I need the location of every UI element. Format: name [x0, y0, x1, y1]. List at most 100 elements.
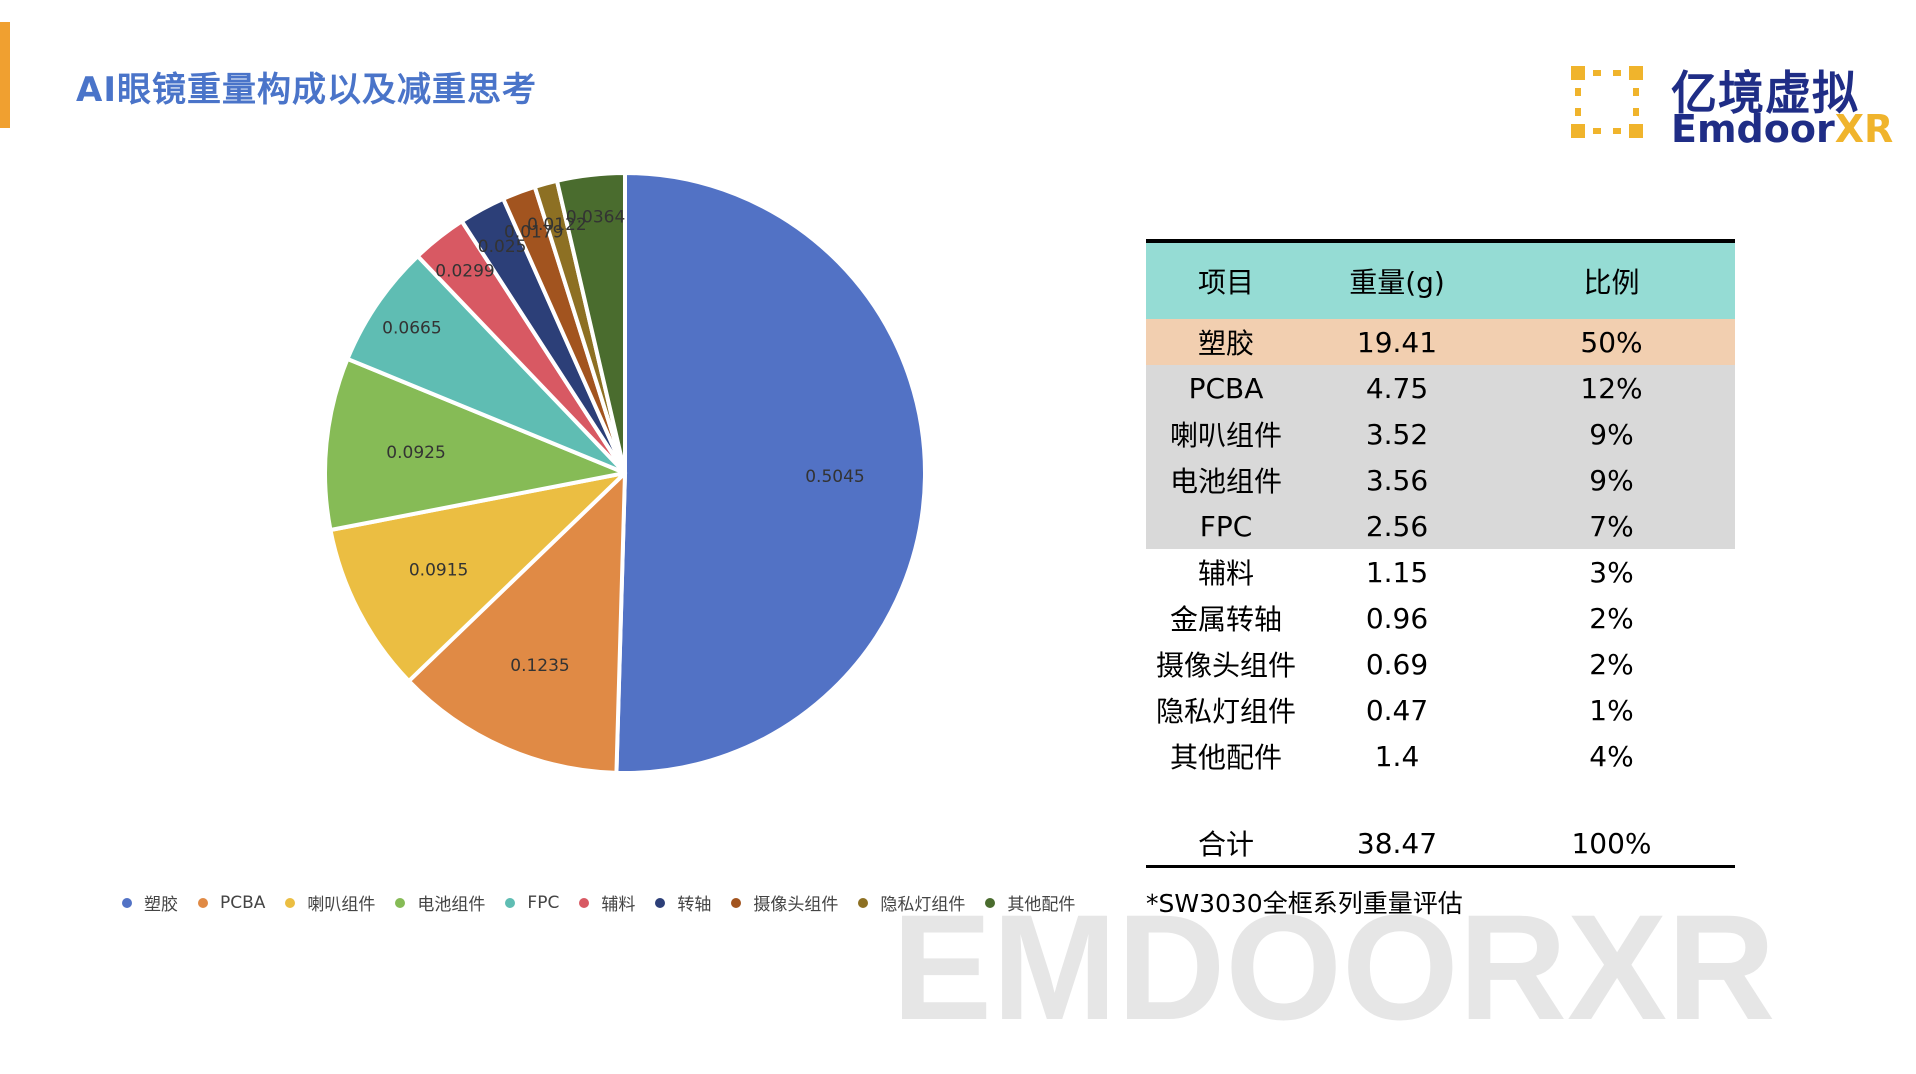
table-row: 喇叭组件 3.52 9% [1146, 411, 1735, 457]
cell-weight: 19.41 [1356, 325, 1438, 359]
cell-weight: 1.15 [1365, 555, 1429, 589]
logo-text-xr: XR [1834, 107, 1894, 151]
logo-text-cn: 亿境虚拟 [1671, 66, 1859, 120]
total-ratio: 100% [1571, 826, 1652, 860]
legend-label: 转轴 [677, 895, 712, 915]
legend-label: PCBA [220, 892, 266, 913]
cell-weight: 3.56 [1365, 463, 1429, 497]
cell-ratio: 12% [1580, 371, 1643, 405]
table-body: 塑胶 19.41 50% PCBA 4.75 12% 喇叭组件 3.52 9% 电池组件 3.56 9… [1146, 319, 1735, 779]
legend-label: 喇叭组件 [307, 895, 376, 915]
legend-item[interactable]: 摄像头组件 [731, 890, 838, 915]
legend-label: 隐私灯组件 [880, 895, 966, 915]
cell-ratio: 9% [1589, 463, 1634, 497]
cell-item: 电池组件 [1169, 465, 1282, 498]
cell-weight: 1.4 [1374, 739, 1420, 773]
footnote: *SW3030全框系列重量评估 [1146, 889, 1463, 918]
table-row: 隐私灯组件 0.47 1% [1146, 687, 1735, 733]
table-row: PCBA 4.75 12% [1146, 365, 1735, 411]
legend-label: 其他配件 [1007, 895, 1076, 915]
legend-label: FPC [527, 892, 560, 913]
pie-slices [323, 171, 927, 775]
page-title: AI眼镜重量构成以及减重思考 [76, 70, 537, 110]
legend-item[interactable]: 喇叭组件 [285, 890, 375, 915]
cell-item: PCBA [1188, 371, 1264, 405]
table-row: FPC 2.56 7% [1146, 503, 1735, 549]
cell-item: FPC [1199, 509, 1253, 543]
pie-data-label: 0.025 [478, 237, 527, 257]
logo-text-emdoor: Emdoor [1671, 107, 1835, 151]
legend-swatch [505, 897, 516, 908]
legend-item[interactable]: 塑胶 [122, 890, 178, 915]
table-row: 辅料 1.15 3% [1146, 549, 1735, 595]
accent-bar [0, 22, 10, 128]
legend-item[interactable]: 隐私灯组件 [858, 890, 965, 915]
cell-ratio: 1% [1589, 693, 1634, 727]
pie-data-label: 0.0299 [435, 262, 494, 282]
watermark: EMDOORXR [892, 883, 1776, 1051]
cell-weight: 4.75 [1365, 371, 1429, 405]
pie-data-label: 0.0179 [504, 223, 563, 243]
pie-data-label: 0.1235 [510, 656, 569, 676]
legend-swatch [395, 897, 406, 908]
header-ratio: 比例 [1583, 266, 1640, 299]
legend-item[interactable]: 转轴 [655, 890, 711, 915]
legend-swatch [122, 897, 132, 908]
cell-weight: 0.69 [1365, 647, 1429, 681]
cell-item: 隐私灯组件 [1155, 695, 1296, 728]
legend-swatch [858, 897, 869, 908]
legend-item[interactable]: 辅料 [579, 890, 635, 915]
pie-slice[interactable] [323, 356, 627, 533]
cell-item: 辅料 [1197, 557, 1254, 590]
cell-ratio: 4% [1589, 739, 1634, 773]
header-item: 项目 [1197, 266, 1254, 299]
cell-weight: 0.47 [1365, 693, 1429, 727]
cell-weight: 2.56 [1365, 509, 1429, 543]
table-row: 金属转轴 0.96 2% [1146, 595, 1735, 641]
pie-data-label: 0.0122 [527, 215, 586, 235]
cell-item: 塑胶 [1197, 327, 1254, 360]
cell-item: 其他配件 [1169, 741, 1282, 774]
pie-slice[interactable] [406, 471, 627, 775]
logo-text-en: EmdoorXR [1671, 107, 1893, 151]
chart-legend: 塑胶 PCBA 喇叭组件 电池组件 FPC 辅料 转轴 摄像头组件 隐私灯组件 其他配件 [122, 890, 1075, 915]
pie-data-label: 0.5045 [805, 467, 864, 487]
table-total-row: 合计 38.47 100% [1146, 821, 1735, 865]
legend-swatch [985, 897, 996, 908]
pie-slice[interactable] [554, 171, 627, 475]
cell-ratio: 9% [1589, 417, 1634, 451]
legend-item[interactable]: FPC [505, 890, 559, 915]
legend-item[interactable]: 其他配件 [985, 890, 1075, 915]
legend-swatch [285, 897, 296, 908]
pie-slice[interactable] [345, 254, 627, 475]
header-weight: 重量(g) [1349, 266, 1445, 299]
cell-item: 摄像头组件 [1155, 649, 1296, 682]
table-row: 摄像头组件 0.69 2% [1146, 641, 1735, 687]
pie-slice[interactable] [614, 171, 927, 775]
total-item: 合计 [1197, 828, 1254, 861]
table-header-row: 项目 重量(g) 比例 [1146, 243, 1735, 319]
legend-label: 摄像头组件 [753, 895, 839, 915]
logo-mark-icon [1571, 66, 1643, 138]
legend-swatch [655, 897, 666, 908]
cell-weight: 0.96 [1365, 601, 1429, 635]
table-row: 电池组件 3.56 9% [1146, 457, 1735, 503]
pie-data-label: 0.0925 [386, 443, 445, 463]
pie-data-label: 0.0665 [382, 319, 441, 339]
pie-data-label: 0.0364 [566, 208, 625, 228]
cell-item: 金属转轴 [1169, 603, 1282, 636]
legend-item[interactable]: 电池组件 [395, 890, 485, 915]
pie-slice[interactable] [328, 471, 627, 684]
legend-label: 塑胶 [144, 895, 178, 915]
cell-weight: 3.52 [1365, 417, 1429, 451]
pie-data-labels: 0.5045 0.1235 0.0915 0.0925 0.0665 0.0299 0.02… [382, 208, 865, 676]
cell-ratio: 2% [1589, 601, 1634, 635]
table-row: 其他配件 1.4 4% [1146, 733, 1735, 779]
legend-swatch [731, 897, 742, 908]
legend-item[interactable]: PCBA [198, 890, 265, 915]
cell-ratio: 3% [1589, 555, 1634, 589]
legend-label: 辅料 [601, 895, 636, 915]
legend-label: 电池组件 [417, 895, 486, 915]
cell-ratio: 2% [1589, 647, 1634, 681]
